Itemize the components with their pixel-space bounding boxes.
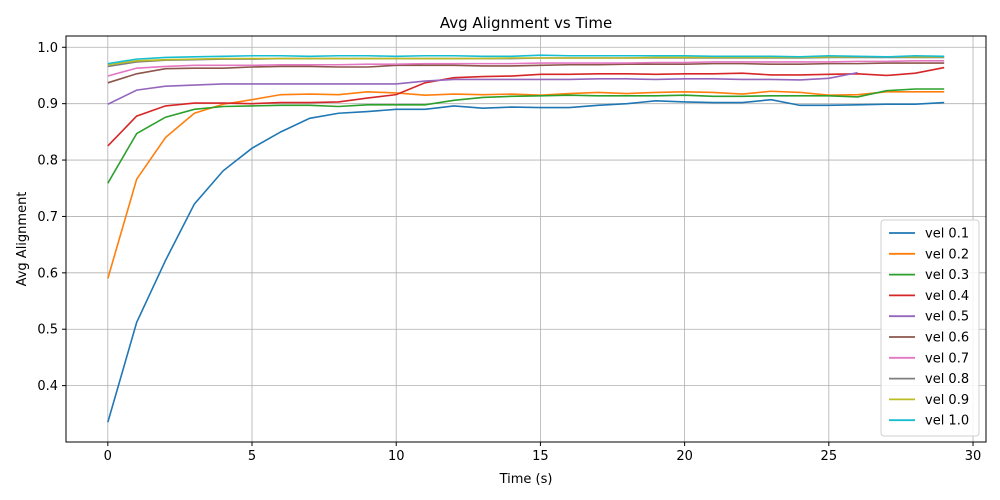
y-tick-label: 1.0 bbox=[37, 41, 58, 56]
y-axis-label: Avg Alignment bbox=[15, 192, 30, 287]
x-tick-label: 15 bbox=[532, 449, 549, 464]
x-tick-label: 5 bbox=[248, 449, 256, 464]
legend-label: vel 0.5 bbox=[925, 310, 969, 325]
legend-label: vel 0.4 bbox=[925, 289, 969, 304]
x-tick-label: 20 bbox=[676, 449, 693, 464]
series-line-vel-0-5 bbox=[107, 71, 858, 105]
series-line-vel-0-4 bbox=[107, 66, 945, 147]
x-axis-label: Time (s) bbox=[499, 472, 553, 487]
series-line-vel-0-6 bbox=[107, 62, 945, 84]
legend-entry: vel 0.6 bbox=[889, 331, 969, 346]
legend-entry: vel 0.5 bbox=[889, 310, 969, 325]
legend-entry: vel 0.2 bbox=[889, 247, 969, 262]
x-axis-ticks: 0 5 10 15 20 25 30 bbox=[104, 442, 982, 464]
y-tick-label: 0.8 bbox=[37, 154, 58, 169]
legend-entry: vel 0.4 bbox=[889, 289, 969, 304]
legend-label: vel 0.3 bbox=[925, 268, 969, 283]
x-tick-label: 25 bbox=[821, 449, 838, 464]
legend-label: vel 0.2 bbox=[925, 247, 969, 262]
legend-entry: vel 1.0 bbox=[889, 414, 969, 429]
y-tick-label: 0.5 bbox=[37, 323, 58, 338]
series-line-vel-0-3 bbox=[107, 88, 945, 184]
series-line-vel-1-0 bbox=[107, 54, 945, 65]
legend-label: vel 1.0 bbox=[925, 414, 969, 429]
y-tick-label: 0.4 bbox=[37, 379, 58, 394]
grid bbox=[66, 36, 986, 442]
y-tick-label: 0.7 bbox=[37, 210, 58, 225]
legend-entry: vel 0.8 bbox=[889, 372, 969, 387]
x-tick-label: 30 bbox=[965, 449, 982, 464]
legend-entry: vel 0.1 bbox=[889, 227, 969, 242]
y-tick-label: 0.9 bbox=[37, 97, 58, 112]
chart-title: Avg Alignment vs Time bbox=[440, 14, 612, 32]
plot-frame bbox=[65, 35, 987, 443]
legend: vel 0.1 vel 0.2 vel 0.3 vel 0.4 vel 0.5 vel 0… bbox=[880, 219, 980, 437]
legend-label: vel 0.1 bbox=[925, 227, 969, 242]
y-axis-ticks: 0.4 0.5 0.6 0.7 0.8 0.9 1.0 bbox=[37, 41, 66, 394]
legend-label: vel 0.7 bbox=[925, 351, 969, 366]
legend-label: vel 0.8 bbox=[925, 372, 969, 387]
series-lines bbox=[107, 54, 945, 423]
legend-label: vel 0.9 bbox=[925, 393, 969, 408]
legend-entry: vel 0.3 bbox=[889, 268, 969, 283]
series-line-vel-0-2 bbox=[107, 90, 945, 279]
legend-entry: vel 0.7 bbox=[889, 351, 969, 366]
y-tick-label: 0.6 bbox=[37, 266, 58, 281]
x-tick-label: 10 bbox=[388, 449, 405, 464]
series-line-vel-0-1 bbox=[107, 98, 945, 423]
legend-label: vel 0.6 bbox=[925, 331, 969, 346]
x-tick-label: 0 bbox=[104, 449, 112, 464]
series-line-vel-0-7 bbox=[107, 60, 945, 77]
legend-entry: vel 0.9 bbox=[889, 393, 969, 408]
